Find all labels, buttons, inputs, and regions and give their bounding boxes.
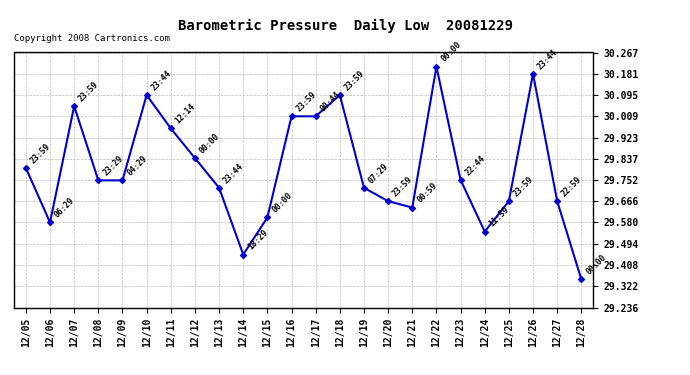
Text: 00:00: 00:00 [440,40,463,64]
Text: 23:59: 23:59 [343,69,366,92]
Text: 00:59: 00:59 [415,181,439,205]
Text: 00:00: 00:00 [270,191,294,215]
Text: 23:44: 23:44 [150,69,173,92]
Text: 12:14: 12:14 [174,102,197,126]
Text: 22:44: 22:44 [464,153,487,177]
Text: 06:29: 06:29 [53,196,77,220]
Text: Copyright 2008 Cartronics.com: Copyright 2008 Cartronics.com [14,34,170,43]
Text: 11:59: 11:59 [488,205,511,229]
Text: 23:44: 23:44 [222,161,246,185]
Text: 23:59: 23:59 [77,80,101,104]
Text: 00:44: 00:44 [319,90,342,114]
Text: 07:29: 07:29 [367,161,391,185]
Text: 23:29: 23:29 [101,154,125,178]
Text: 23:59: 23:59 [512,175,535,198]
Text: 04:29: 04:29 [126,154,149,178]
Text: 23:59: 23:59 [391,175,415,198]
Text: 23:44: 23:44 [536,47,560,71]
Text: 23:59: 23:59 [295,90,318,114]
Text: Barometric Pressure  Daily Low  20081229: Barometric Pressure Daily Low 20081229 [177,19,513,33]
Text: 22:59: 22:59 [560,175,584,198]
Text: 18:29: 18:29 [246,228,270,252]
Text: 00:00: 00:00 [584,253,608,276]
Text: 00:00: 00:00 [198,132,221,155]
Text: 23:59: 23:59 [29,142,52,165]
